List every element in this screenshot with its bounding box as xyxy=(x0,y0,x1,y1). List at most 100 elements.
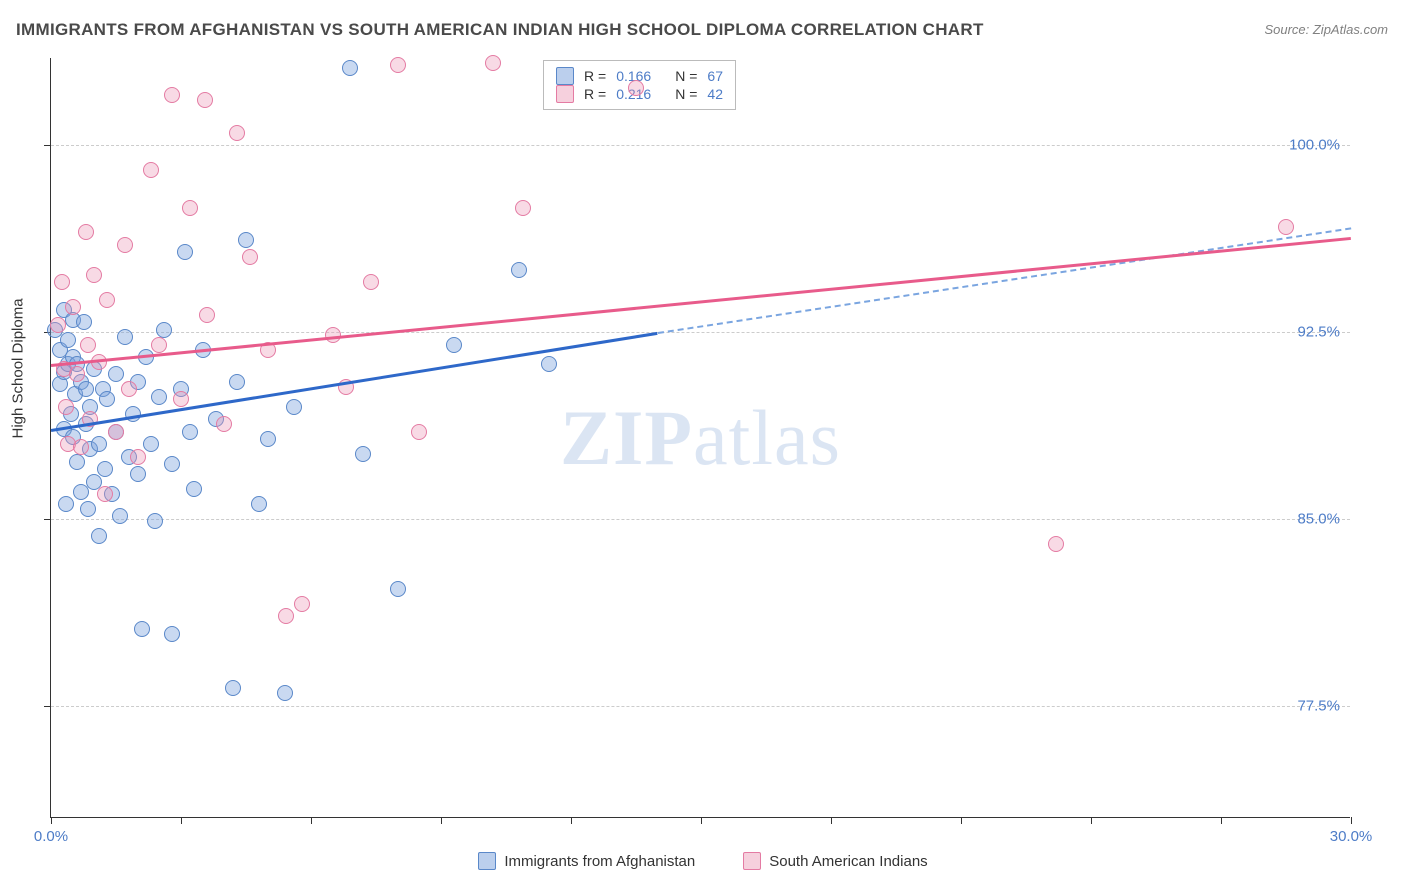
y-tick-label: 85.0% xyxy=(1297,510,1340,527)
scatter-point xyxy=(485,55,501,71)
scatter-point xyxy=(511,262,527,278)
scatter-point xyxy=(143,162,159,178)
scatter-point xyxy=(60,332,76,348)
legend-swatch xyxy=(478,852,496,870)
scatter-point xyxy=(342,60,358,76)
scatter-point xyxy=(225,680,241,696)
scatter-point xyxy=(541,356,557,372)
x-tick-label: 30.0% xyxy=(1330,828,1373,845)
scatter-point xyxy=(130,449,146,465)
trend-line xyxy=(658,227,1352,334)
scatter-point xyxy=(164,87,180,103)
scatter-point xyxy=(99,391,115,407)
y-tick-label: 77.5% xyxy=(1297,697,1340,714)
x-tick xyxy=(831,817,832,824)
scatter-point xyxy=(390,581,406,597)
scatter-point xyxy=(151,389,167,405)
scatter-point xyxy=(229,125,245,141)
scatter-point xyxy=(173,391,189,407)
scatter-point xyxy=(58,399,74,415)
scatter-point xyxy=(50,317,66,333)
scatter-point xyxy=(260,431,276,447)
scatter-point xyxy=(182,200,198,216)
scatter-point xyxy=(164,626,180,642)
x-tick xyxy=(51,817,52,824)
scatter-point xyxy=(515,200,531,216)
scatter-point xyxy=(628,80,644,96)
y-tick-label: 92.5% xyxy=(1297,324,1340,341)
x-tick xyxy=(1351,817,1352,824)
scatter-point xyxy=(325,327,341,343)
scatter-point xyxy=(76,314,92,330)
scatter-point xyxy=(251,496,267,512)
scatter-point xyxy=(121,381,137,397)
scatter-point xyxy=(156,322,172,338)
scatter-point xyxy=(134,621,150,637)
gridline-h xyxy=(51,706,1350,707)
plot-area: ZIPatlas R = 0.166N = 67R = 0.216N = 42 … xyxy=(50,58,1350,818)
scatter-point xyxy=(151,337,167,353)
scatter-point xyxy=(73,439,89,455)
gridline-h xyxy=(51,519,1350,520)
gridline-h xyxy=(51,332,1350,333)
scatter-point xyxy=(117,237,133,253)
source-attribution: Source: ZipAtlas.com xyxy=(1264,22,1388,37)
scatter-point xyxy=(78,381,94,397)
bottom-legend-item: South American Indians xyxy=(743,852,927,870)
x-tick xyxy=(1221,817,1222,824)
scatter-point xyxy=(108,366,124,382)
scatter-point xyxy=(186,481,202,497)
legend-swatch xyxy=(556,85,574,103)
scatter-point xyxy=(97,461,113,477)
scatter-point xyxy=(69,454,85,470)
scatter-point xyxy=(108,424,124,440)
legend-swatch xyxy=(743,852,761,870)
scatter-point xyxy=(294,596,310,612)
scatter-point xyxy=(411,424,427,440)
scatter-point xyxy=(216,416,232,432)
scatter-point xyxy=(147,513,163,529)
scatter-point xyxy=(1278,219,1294,235)
x-tick xyxy=(571,817,572,824)
scatter-point xyxy=(1048,536,1064,552)
scatter-point xyxy=(97,486,113,502)
scatter-point xyxy=(143,436,159,452)
scatter-point xyxy=(363,274,379,290)
scatter-point xyxy=(117,329,133,345)
scatter-point xyxy=(446,337,462,353)
x-tick xyxy=(441,817,442,824)
scatter-point xyxy=(177,244,193,260)
scatter-point xyxy=(99,292,115,308)
scatter-point xyxy=(80,501,96,517)
scatter-point xyxy=(278,608,294,624)
x-tick xyxy=(701,817,702,824)
scatter-point xyxy=(390,57,406,73)
x-tick xyxy=(311,817,312,824)
scatter-point xyxy=(65,299,81,315)
scatter-point xyxy=(91,528,107,544)
bottom-legend: Immigrants from Afghanistan South America… xyxy=(0,852,1406,870)
legend-swatch xyxy=(556,67,574,85)
x-tick xyxy=(181,817,182,824)
x-tick xyxy=(1091,817,1092,824)
x-tick-label: 0.0% xyxy=(34,828,68,845)
scatter-point xyxy=(69,366,85,382)
scatter-point xyxy=(286,399,302,415)
scatter-point xyxy=(91,436,107,452)
scatter-point xyxy=(80,337,96,353)
scatter-point xyxy=(164,456,180,472)
scatter-point xyxy=(355,446,371,462)
bottom-legend-item: Immigrants from Afghanistan xyxy=(478,852,695,870)
scatter-point xyxy=(78,224,94,240)
scatter-point xyxy=(197,92,213,108)
scatter-point xyxy=(182,424,198,440)
scatter-point xyxy=(58,496,74,512)
gridline-h xyxy=(51,145,1350,146)
scatter-point xyxy=(242,249,258,265)
scatter-point xyxy=(199,307,215,323)
scatter-point xyxy=(229,374,245,390)
scatter-point xyxy=(238,232,254,248)
scatter-point xyxy=(54,274,70,290)
y-axis-label: High School Diploma xyxy=(10,298,27,438)
y-tick-label: 100.0% xyxy=(1289,137,1340,154)
